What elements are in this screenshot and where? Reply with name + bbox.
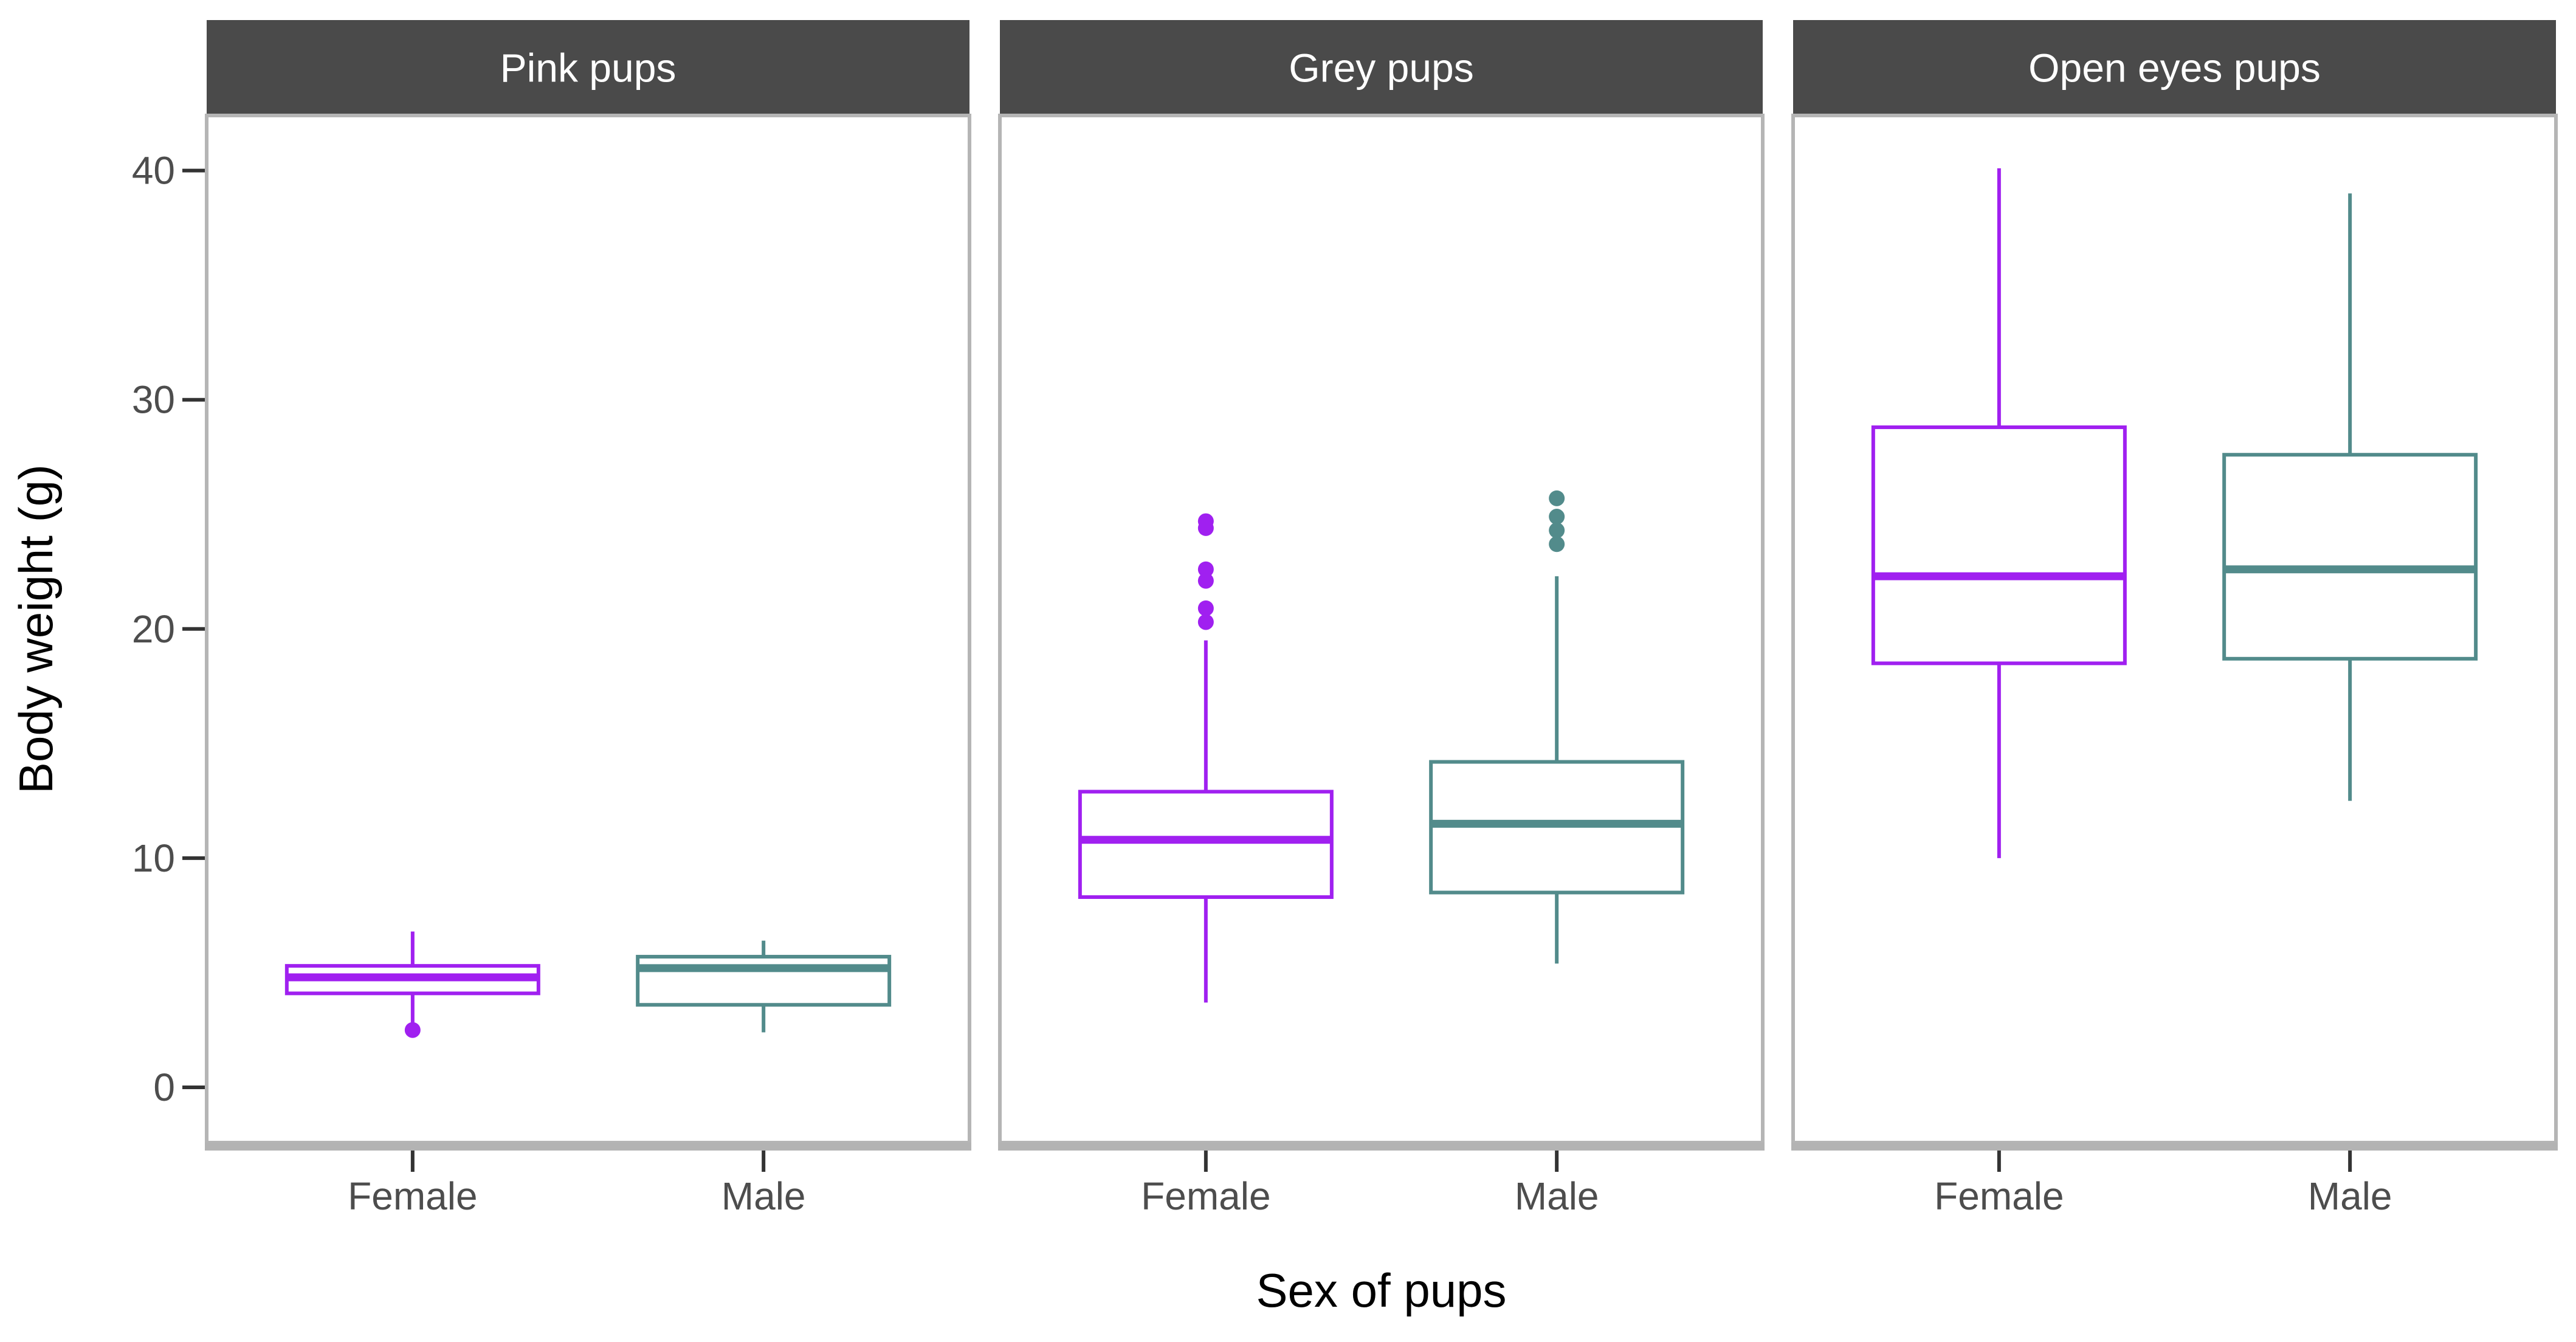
x-tick-label: Male <box>2308 1174 2392 1218</box>
facet-title: Grey pups <box>1289 46 1473 91</box>
x-tick-label: Male <box>1515 1174 1599 1218</box>
facet-title: Pink pups <box>500 46 677 91</box>
y-tick-label: 0 <box>153 1065 175 1109</box>
panel-background <box>998 114 1765 1144</box>
y-tick-label: 40 <box>132 149 175 193</box>
outlier-point <box>1197 561 1214 577</box>
facet-strip <box>1793 20 2556 115</box>
x-axis-title: Sex of pups <box>1256 1264 1507 1317</box>
outlier-point <box>1197 600 1214 616</box>
boxplot-box <box>2222 453 2478 661</box>
panel-bottom-bar <box>1791 1143 2558 1151</box>
outlier-point <box>1197 573 1214 589</box>
x-tick-label: Female <box>1934 1174 2064 1218</box>
outlier-point <box>1197 520 1214 536</box>
boxplot-box <box>1871 425 2127 666</box>
y-tick-label: 20 <box>132 607 175 651</box>
boxplot-box <box>636 955 892 1007</box>
x-tick-label: Female <box>1141 1174 1270 1218</box>
x-tick-label: Female <box>348 1174 477 1218</box>
outlier-point <box>1549 536 1565 552</box>
y-tick-label: 30 <box>132 378 175 422</box>
facet-title: Open eyes pups <box>2028 46 2321 91</box>
y-tick-label: 10 <box>132 836 175 880</box>
outlier-point <box>1197 614 1214 630</box>
outlier-point <box>1549 490 1565 506</box>
y-axis-title: Body weight (g) <box>9 464 63 794</box>
panel-bottom-bar <box>998 1143 1765 1151</box>
outlier-point <box>1549 522 1565 539</box>
x-tick-label: Male <box>721 1174 806 1218</box>
facet-strip <box>207 20 969 115</box>
outlier-point <box>404 1022 421 1038</box>
panel-bottom-bar <box>205 1143 971 1151</box>
boxplot-box <box>1078 790 1334 900</box>
facet-strip <box>1000 20 1763 115</box>
outlier-point <box>1549 509 1565 525</box>
